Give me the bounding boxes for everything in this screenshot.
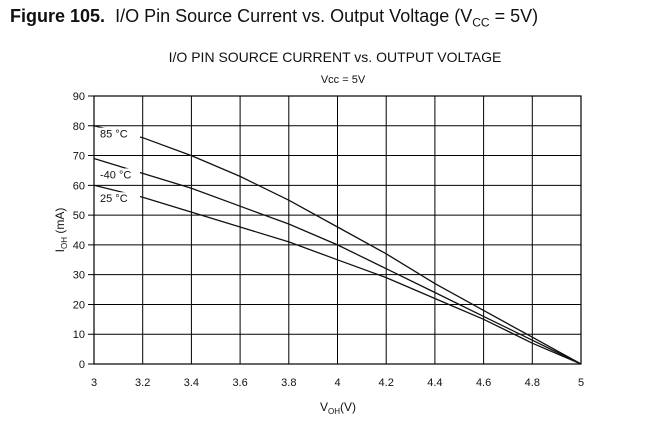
x-tick-label: 5 [578,377,584,389]
x-tick-label: 4.6 [476,377,491,389]
series-label: 85 °C [100,129,128,141]
series-label: -40 °C [100,169,131,181]
series-label-bg [98,127,140,141]
figure-caption: Figure 105. I/O Pin Source Current vs. O… [10,6,538,30]
x-tick-label: 3.4 [184,377,199,389]
y-tick-label: 80 [73,121,85,133]
x-axis-label: VOH(V) [320,400,356,416]
y-tick-label: 90 [73,91,85,103]
series-line [93,184,582,365]
x-tick-label: 3 [91,377,97,389]
series-labels: 85 °C -40 °C 25 °C [98,127,140,206]
x-tick-label: 3.6 [232,377,247,389]
y-tick-label: 60 [73,180,85,192]
x-axis-ticks: 3 3.2 3.4 3.6 3.8 4 4.2 4.4 4.6 4.8 5 [91,377,584,389]
y-tick-label: 70 [73,151,85,163]
x-tick-label: 4.4 [427,377,442,389]
x-tick-label: 4 [334,377,340,389]
y-tick-label: 20 [73,299,85,311]
x-tick-label: 4.8 [525,377,540,389]
grid [88,95,582,365]
y-tick-label: 40 [73,240,85,252]
y-tick-label: 50 [73,210,85,222]
x-tick-label: 4.2 [379,377,394,389]
series-line [93,157,582,365]
figure-number: Figure 105. [10,6,106,26]
series-lines [93,125,582,365]
figure-caption-end: = 5V) [489,6,539,26]
y-tick-label: 0 [79,359,85,371]
series-line [93,125,582,365]
y-axis-label: IOH (mA) [53,208,69,253]
x-tick-label: 3.8 [281,377,296,389]
y-axis-ticks: 0 10 20 30 40 50 60 70 80 90 [73,91,85,371]
series-label: 25 °C [100,193,128,205]
series-label-bg [98,192,140,206]
figure-caption-main: I/O Pin Source Current vs. Output Voltag… [115,6,473,26]
chart-subtitle: Vcc = 5V [321,74,366,86]
series-label-bg [98,168,140,182]
plot-area-border [93,95,582,365]
chart-title: I/O PIN SOURCE CURRENT vs. OUTPUT VOLTAG… [169,49,502,65]
y-tick-label: 10 [73,329,85,341]
y-tick-label: 30 [73,270,85,282]
x-tick-label: 3.2 [135,377,150,389]
figure-caption-sub: CC [472,15,490,30]
